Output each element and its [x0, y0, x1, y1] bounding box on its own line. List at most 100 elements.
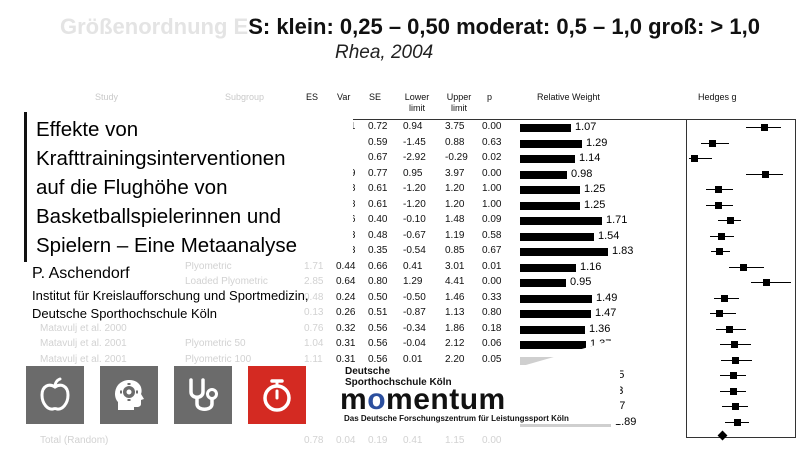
weight-bar	[520, 263, 576, 272]
weight-label: 0.98	[571, 167, 593, 180]
cell-upper: 1.48	[445, 214, 465, 225]
col-se: SE	[369, 92, 382, 102]
cell-se: 0.40	[368, 214, 388, 225]
cell-es: 1.04	[304, 338, 324, 349]
total-p: 0.00	[482, 435, 502, 446]
cell-p: 0.18	[482, 322, 502, 334]
cell-lower: 0.94	[403, 121, 423, 132]
cell-es: 0.13	[304, 307, 324, 318]
weight-bar	[520, 294, 592, 303]
cell-study: Matavulj et al. 2000	[40, 322, 127, 334]
cell-se: 0.77	[368, 167, 388, 179]
effect-point	[718, 232, 726, 240]
weight-bar	[520, 217, 602, 225]
weight-label: 1.14	[579, 152, 601, 164]
cell-se: 0.59	[368, 136, 388, 148]
col-es: ES	[306, 92, 319, 102]
effect-point	[733, 418, 741, 426]
weight-label: 1.16	[580, 260, 602, 273]
effect-point	[760, 124, 768, 131]
weight-bar	[520, 232, 594, 241]
effect-point	[708, 139, 716, 147]
cell-se: 0.50	[368, 291, 388, 303]
cell-p: 0.58	[482, 229, 502, 241]
effect-point	[715, 186, 723, 193]
cell-lower: -0.10	[403, 214, 426, 225]
cell-se: 0.80	[368, 276, 388, 287]
cell-lower: 0.41	[403, 260, 423, 272]
cell-se: 0.35	[368, 245, 388, 256]
effect-point	[726, 217, 734, 224]
effect-point	[761, 170, 769, 178]
cell-upper: 3.01	[445, 260, 465, 272]
cell-upper: 1.19	[445, 229, 465, 241]
effect-point	[731, 403, 739, 410]
weight-bar	[520, 186, 580, 194]
cell-se: 0.66	[368, 260, 388, 272]
cell-lower: 0.95	[403, 167, 423, 179]
cell-p: 1.00	[482, 183, 502, 194]
title-accent-bar	[24, 112, 27, 262]
weight-label: 1.36	[589, 322, 611, 335]
author-name: P. Aschendorf	[32, 265, 130, 282]
cell-subgroup: Plyometric 50	[185, 338, 246, 349]
effect-point	[716, 248, 724, 255]
cell-se: 0.61	[368, 183, 388, 194]
cell-es: 1.71	[304, 260, 324, 272]
forest-plot-axis	[686, 437, 796, 438]
cell-es: 2.85	[304, 276, 324, 287]
weight-label: 1.25	[584, 198, 606, 211]
presentation-title: Effekte von Krafttrainingsinterventionen…	[36, 118, 297, 257]
cell-upper: 0.85	[445, 245, 465, 256]
cell-upper: 1.46	[445, 291, 465, 303]
effect-point	[729, 387, 737, 395]
cell-study: Matavulj et al. 2001	[40, 353, 127, 365]
effect-point	[762, 279, 770, 286]
cell-es: 0.76	[304, 322, 324, 334]
institute: Institut für Kreislaufforschung und Spor…	[32, 288, 309, 321]
effect-point	[716, 310, 724, 317]
title-panel	[27, 112, 353, 262]
effect-point	[721, 294, 729, 302]
cell-p: 0.67	[482, 245, 502, 256]
cell-upper: 3.75	[445, 121, 465, 132]
cell-p: 0.80	[482, 307, 502, 318]
cell-lower: -0.34	[403, 322, 426, 334]
table-row: Plyometric 1.71 0.44 0.66 0.41 3.01 0.01	[0, 261, 800, 274]
effect-point	[740, 263, 748, 271]
weight-bar	[520, 279, 566, 287]
logo-backdrop	[320, 338, 620, 424]
cell-se: 0.56	[368, 322, 388, 334]
cell-se: 0.51	[368, 307, 388, 318]
weight-bar	[520, 310, 591, 318]
stopwatch-icon	[248, 366, 306, 424]
total-upper: 1.15	[445, 435, 465, 446]
cell-upper: 1.13	[445, 307, 465, 318]
effect-point	[730, 341, 738, 348]
cell-lower: -1.20	[403, 183, 426, 194]
total-label: Total (Random)	[40, 435, 109, 446]
cell-var: 0.64	[336, 276, 356, 287]
total-se: 0.19	[368, 435, 388, 446]
table-row: 0.67 -2.92 -0.29 0.02	[0, 152, 800, 165]
weight-bar	[520, 139, 582, 148]
weight-label: 1.07	[575, 121, 597, 133]
weight-label: 1.89	[615, 415, 637, 428]
total-lower: 0.41	[403, 435, 423, 446]
cell-p: 0.63	[482, 136, 502, 148]
weight-bar	[520, 124, 571, 132]
confidence-interval	[689, 158, 712, 159]
effect-point	[731, 356, 739, 364]
weight-bar	[520, 325, 585, 334]
table-header-rule	[300, 119, 796, 120]
cell-lower: 1.29	[403, 276, 423, 287]
momentum-logo: momentum	[340, 383, 506, 416]
weight-label: 1.54	[598, 229, 620, 242]
cell-p: 0.02	[482, 152, 502, 163]
cell-study: Matavulj et al. 2001	[40, 338, 127, 349]
cell-upper: 4.41	[445, 276, 465, 287]
col-hedges: Hedges g	[698, 92, 737, 102]
cell-subgroup: Plyometric 100	[185, 353, 252, 365]
cell-p: 0.00	[482, 121, 502, 132]
table-row: Loaded Plyometric 2.85 0.64 0.80 1.29 4.41 0.0…	[0, 276, 800, 289]
